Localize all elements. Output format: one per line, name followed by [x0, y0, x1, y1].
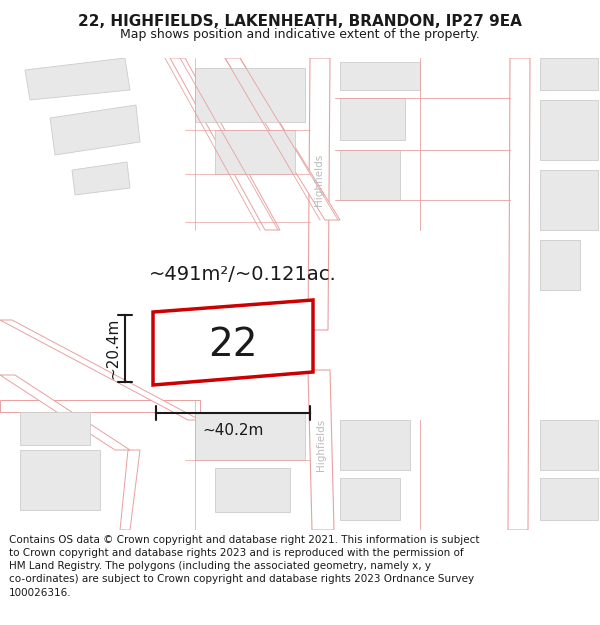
- Polygon shape: [308, 370, 334, 530]
- Text: 22, HIGHFIELDS, LAKENHEATH, BRANDON, IP27 9EA: 22, HIGHFIELDS, LAKENHEATH, BRANDON, IP2…: [78, 14, 522, 29]
- Polygon shape: [20, 450, 100, 510]
- Polygon shape: [225, 58, 340, 220]
- Text: Highfields: Highfields: [316, 419, 326, 471]
- Polygon shape: [20, 412, 90, 445]
- Polygon shape: [340, 478, 400, 520]
- Text: 22: 22: [208, 326, 258, 364]
- Polygon shape: [0, 400, 200, 412]
- Polygon shape: [25, 58, 130, 100]
- Polygon shape: [215, 130, 295, 174]
- Polygon shape: [308, 58, 330, 330]
- Polygon shape: [72, 162, 130, 195]
- Polygon shape: [120, 450, 140, 530]
- Polygon shape: [195, 68, 305, 122]
- Polygon shape: [340, 62, 420, 90]
- Polygon shape: [215, 468, 290, 512]
- Polygon shape: [540, 58, 598, 90]
- Polygon shape: [340, 98, 405, 140]
- Polygon shape: [508, 58, 530, 530]
- Polygon shape: [540, 420, 598, 470]
- Polygon shape: [50, 105, 140, 155]
- Polygon shape: [0, 320, 200, 420]
- Text: Map shows position and indicative extent of the property.: Map shows position and indicative extent…: [120, 28, 480, 41]
- Polygon shape: [195, 412, 305, 460]
- Polygon shape: [0, 375, 130, 450]
- Polygon shape: [540, 100, 598, 160]
- Polygon shape: [153, 300, 313, 385]
- Text: ~40.2m: ~40.2m: [202, 423, 263, 438]
- Text: ~491m²/~0.121ac.: ~491m²/~0.121ac.: [149, 264, 337, 284]
- Text: Highfields: Highfields: [314, 154, 324, 206]
- Polygon shape: [340, 150, 400, 200]
- Polygon shape: [170, 58, 280, 230]
- Text: ~20.4m: ~20.4m: [105, 318, 120, 379]
- Polygon shape: [340, 420, 410, 470]
- Polygon shape: [540, 240, 580, 290]
- Polygon shape: [540, 478, 598, 520]
- Polygon shape: [540, 170, 598, 230]
- Text: Contains OS data © Crown copyright and database right 2021. This information is : Contains OS data © Crown copyright and d…: [9, 535, 479, 598]
